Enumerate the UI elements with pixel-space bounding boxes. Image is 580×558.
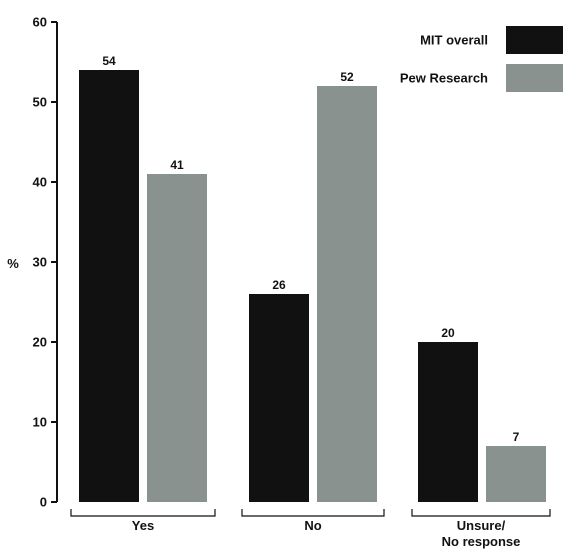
data-label: 7 <box>513 430 520 444</box>
x-tick-label: Unsure/ <box>457 518 506 533</box>
x-tick-label: Yes <box>132 518 154 533</box>
y-tick-label: 60 <box>33 15 47 30</box>
legend-swatch <box>506 64 563 92</box>
data-label: 41 <box>170 158 184 172</box>
x-tick-label: No <box>304 518 321 533</box>
legend-label: Pew Research <box>400 71 488 86</box>
data-label: 52 <box>340 70 354 84</box>
y-tick-label: 0 <box>40 495 47 510</box>
value-labels: 54 26 20 41 52 7 <box>102 54 519 444</box>
y-axis: 0 10 20 30 40 50 60 <box>33 15 58 510</box>
bar <box>486 446 546 502</box>
x-tick-label: No response <box>442 534 521 549</box>
category-bracket <box>411 509 551 517</box>
x-axis: Yes No Unsure/No response <box>70 509 551 549</box>
legend: MIT overall Pew Research <box>400 26 563 92</box>
y-axis-label: % <box>7 256 19 271</box>
bar <box>249 294 309 502</box>
bar <box>317 86 377 502</box>
legend-label: MIT overall <box>420 33 488 48</box>
y-tick-label: 10 <box>33 415 47 430</box>
y-tick-label: 30 <box>33 255 47 270</box>
bars <box>79 70 546 502</box>
data-label: 54 <box>102 54 116 68</box>
data-label: 20 <box>441 326 455 340</box>
y-tick-label: 20 <box>33 335 47 350</box>
bar <box>418 342 478 502</box>
y-tick-label: 50 <box>33 95 47 110</box>
data-label: 26 <box>272 278 286 292</box>
y-tick-label: 40 <box>33 175 47 190</box>
legend-swatch <box>506 26 563 54</box>
category-bracket <box>241 509 385 517</box>
bar <box>79 70 139 502</box>
bar <box>147 174 207 502</box>
category-bracket <box>70 509 216 517</box>
